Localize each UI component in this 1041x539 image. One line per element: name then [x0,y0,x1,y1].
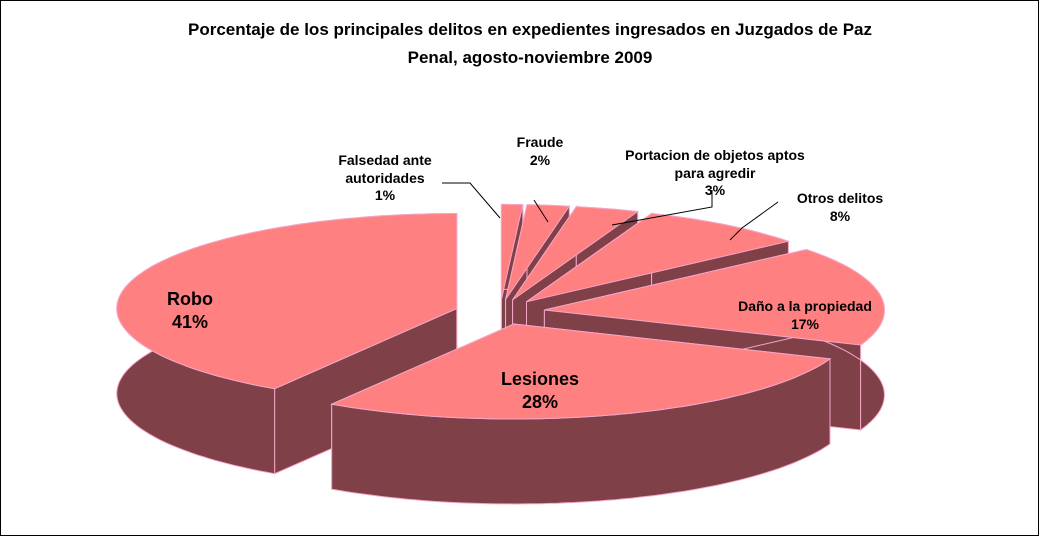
data-label: Portacion de objetos aptos para agredir 3… [615,147,815,200]
label-name: Fraude [516,134,564,150]
data-label: Otros delitos 8% [765,190,915,225]
label-value: 17% [790,315,820,332]
leader-line [729,201,779,241]
slice-top [116,213,458,390]
label-name: Robo [167,289,213,309]
label-name: Daño a la propiedad [738,298,872,314]
chart-title: Porcentaje de los principales delitos en… [188,20,872,67]
data-label: Robo 41% [120,288,260,333]
leader-line [533,199,549,223]
label-name: Lesiones [500,369,580,389]
label-value: 3% [704,182,726,198]
leader-line [442,182,501,219]
label-value: 1% [374,187,396,203]
slice-top [505,204,571,300]
leader-line [611,190,713,226]
data-label: Lesiones 28% [450,368,630,413]
slice-top [329,323,832,420]
slice [329,323,832,505]
label-value: 28% [521,391,559,412]
data-label: Falsedad ante autoridades 1% [315,152,455,205]
label-name: Otros delitos [796,190,884,206]
slice-top [526,212,791,303]
label-name: Portacion de objetos aptos para agredir [625,147,805,181]
label-name: Falsedad ante autoridades [338,152,432,186]
slice-top [500,203,524,300]
data-label: Fraude 2% [490,134,590,169]
label-value: 8% [829,207,851,224]
slice-top [544,248,885,346]
data-label: Daño a la propiedad 17% [720,298,890,333]
slice-top [512,206,640,301]
label-value: 41% [171,311,209,332]
label-value: 2% [529,151,551,168]
